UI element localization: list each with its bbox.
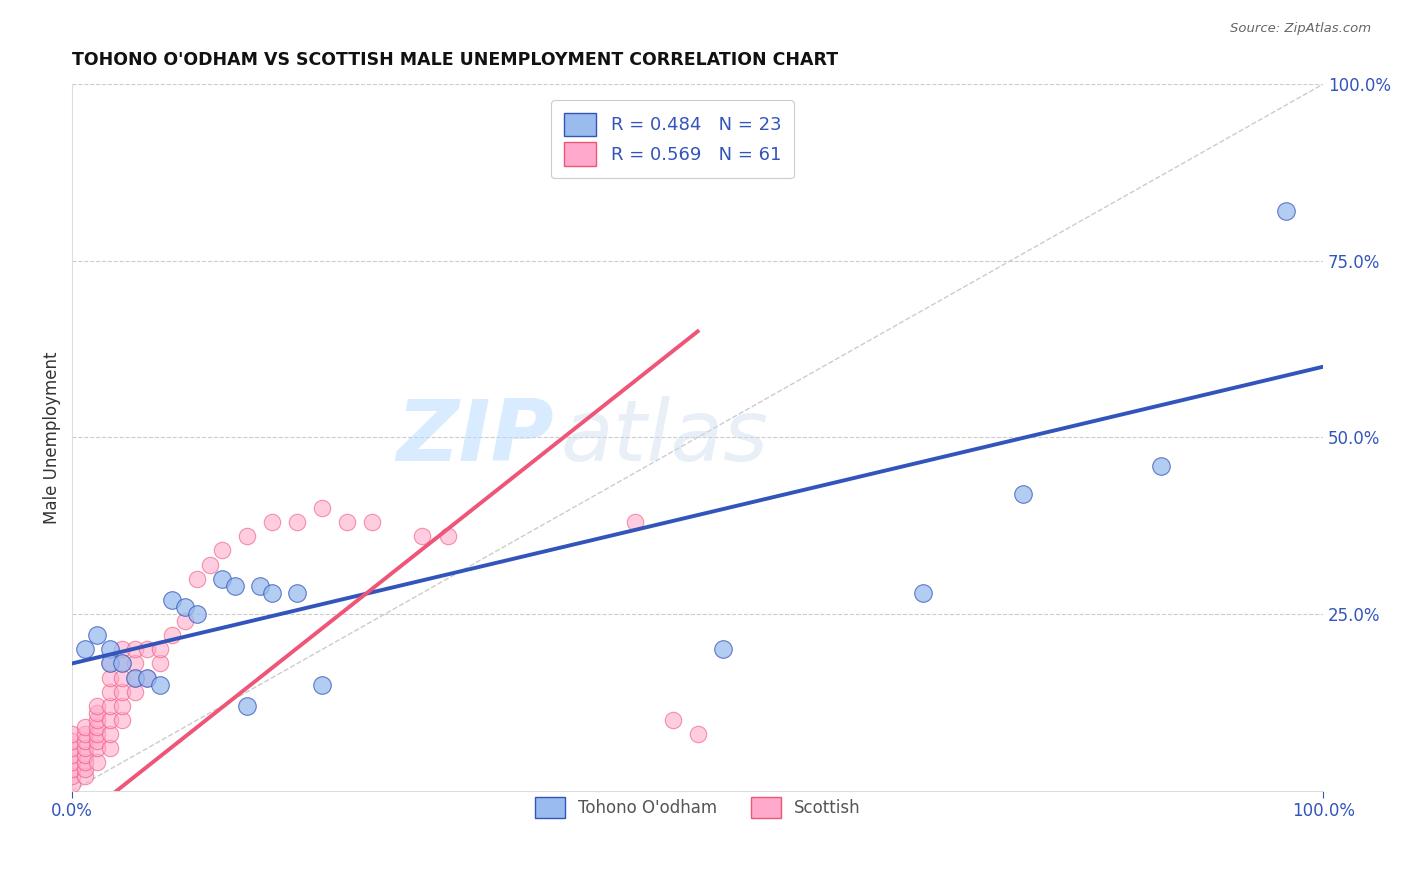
Point <box>1149 458 1171 473</box>
Legend: Tohono O'odham, Scottish: Tohono O'odham, Scottish <box>529 790 868 825</box>
Point <box>73 727 96 741</box>
Point <box>198 558 221 572</box>
Point <box>124 642 146 657</box>
Text: Source: ZipAtlas.com: Source: ZipAtlas.com <box>1230 22 1371 36</box>
Point <box>86 698 108 713</box>
Point <box>60 748 83 763</box>
Point <box>249 579 271 593</box>
Point <box>86 727 108 741</box>
Point <box>411 529 433 543</box>
Point <box>86 741 108 756</box>
Point <box>86 713 108 727</box>
Point <box>124 684 146 698</box>
Point <box>124 657 146 671</box>
Point <box>86 756 108 770</box>
Point <box>60 741 83 756</box>
Point <box>287 586 309 600</box>
Point <box>149 678 172 692</box>
Point <box>98 684 121 698</box>
Point <box>86 628 108 642</box>
Point <box>1012 487 1035 501</box>
Point <box>236 698 259 713</box>
Point <box>186 607 208 621</box>
Point <box>236 529 259 543</box>
Point <box>661 713 683 727</box>
Point <box>111 698 134 713</box>
Point <box>287 515 309 529</box>
Point <box>98 657 121 671</box>
Point <box>1274 204 1296 219</box>
Point <box>111 713 134 727</box>
Point <box>436 529 458 543</box>
Point <box>211 572 233 586</box>
Point <box>98 642 121 657</box>
Point <box>98 671 121 685</box>
Point <box>60 756 83 770</box>
Point <box>98 698 121 713</box>
Point <box>73 763 96 777</box>
Point <box>73 720 96 734</box>
Point <box>98 727 121 741</box>
Y-axis label: Male Unemployment: Male Unemployment <box>44 351 60 524</box>
Point <box>86 734 108 748</box>
Point <box>624 515 647 529</box>
Point <box>98 741 121 756</box>
Point <box>162 628 184 642</box>
Point <box>86 706 108 720</box>
Point <box>262 515 284 529</box>
Point <box>911 586 934 600</box>
Point <box>149 657 172 671</box>
Point <box>211 543 233 558</box>
Point <box>111 642 134 657</box>
Point <box>124 671 146 685</box>
Point <box>73 734 96 748</box>
Point <box>311 501 333 516</box>
Point <box>224 579 246 593</box>
Point <box>149 642 172 657</box>
Point <box>136 671 159 685</box>
Point <box>111 657 134 671</box>
Point <box>73 748 96 763</box>
Point <box>111 657 134 671</box>
Point <box>60 727 83 741</box>
Point <box>73 741 96 756</box>
Point <box>173 599 195 614</box>
Point <box>86 720 108 734</box>
Point <box>361 515 384 529</box>
Point <box>136 671 159 685</box>
Point <box>60 734 83 748</box>
Point <box>311 678 333 692</box>
Point <box>111 684 134 698</box>
Point <box>98 713 121 727</box>
Point <box>73 642 96 657</box>
Point <box>186 572 208 586</box>
Text: ZIP: ZIP <box>396 396 554 479</box>
Point <box>686 727 709 741</box>
Point <box>60 769 83 783</box>
Point <box>262 586 284 600</box>
Point <box>60 763 83 777</box>
Point <box>173 614 195 628</box>
Point <box>124 671 146 685</box>
Text: atlas: atlas <box>560 396 768 479</box>
Point <box>711 642 734 657</box>
Point <box>98 657 121 671</box>
Text: TOHONO O'ODHAM VS SCOTTISH MALE UNEMPLOYMENT CORRELATION CHART: TOHONO O'ODHAM VS SCOTTISH MALE UNEMPLOY… <box>72 51 838 69</box>
Point <box>111 671 134 685</box>
Point <box>60 776 83 790</box>
Point <box>162 592 184 607</box>
Point <box>336 515 359 529</box>
Point <box>136 642 159 657</box>
Point <box>73 756 96 770</box>
Point <box>73 769 96 783</box>
